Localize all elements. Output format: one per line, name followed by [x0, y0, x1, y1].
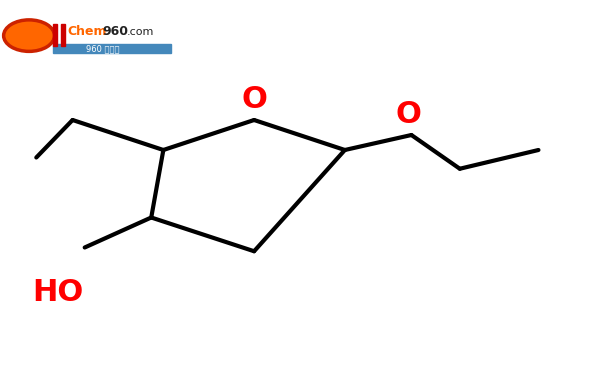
Text: O: O	[241, 85, 267, 114]
Text: 960: 960	[103, 26, 129, 38]
Text: .com: .com	[127, 27, 154, 37]
Bar	[53, 24, 57, 46]
Circle shape	[4, 20, 54, 51]
Text: Chem: Chem	[68, 26, 107, 38]
Text: O: O	[396, 100, 421, 129]
Text: HO: HO	[32, 278, 83, 307]
Text: 960 化工网: 960 化工网	[86, 45, 119, 54]
Bar	[60, 24, 65, 46]
Bar	[53, 44, 171, 53]
